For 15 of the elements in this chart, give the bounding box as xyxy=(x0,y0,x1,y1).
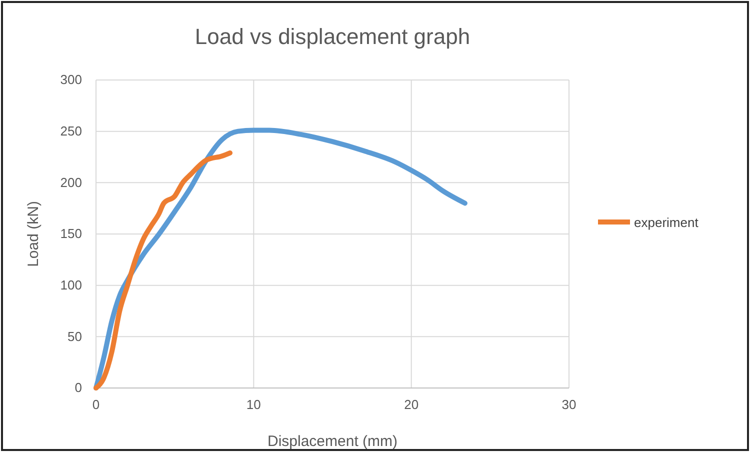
legend-label: experiment xyxy=(634,215,699,230)
y-tick-label: 200 xyxy=(60,174,82,190)
chart-title: Load vs displacement graph xyxy=(194,24,470,49)
y-tick-label: 100 xyxy=(60,277,82,292)
y-tick-label: 0 xyxy=(74,380,82,396)
y-tick-label: 150 xyxy=(60,226,82,242)
y-tick-label: 300 xyxy=(60,72,82,88)
x-tick-label: 30 xyxy=(562,397,576,412)
y-tick-label: 50 xyxy=(68,328,82,344)
x-tick-label: 20 xyxy=(404,397,419,412)
x-tick-label: 10 xyxy=(246,397,261,412)
y-tick-label: 250 xyxy=(60,123,82,138)
y-axis-title: Load (kN) xyxy=(25,201,42,267)
x-tick-label: 0 xyxy=(92,397,100,412)
x-axis-title: Displacement (mm) xyxy=(267,433,398,450)
